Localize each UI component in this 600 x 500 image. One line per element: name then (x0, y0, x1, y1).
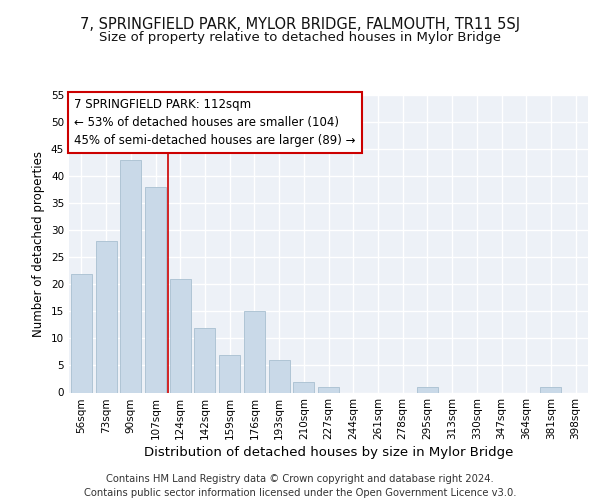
Bar (194, 328, 215, 392)
Bar (120, 160, 141, 392)
Bar (219, 354, 240, 393)
Text: Size of property relative to detached houses in Mylor Bridge: Size of property relative to detached ho… (99, 31, 501, 44)
Text: 7 SPRINGFIELD PARK: 112sqm
← 53% of detached houses are smaller (104)
45% of sem: 7 SPRINGFIELD PARK: 112sqm ← 53% of deta… (74, 98, 356, 147)
X-axis label: Distribution of detached houses by size in Mylor Bridge: Distribution of detached houses by size … (144, 446, 513, 460)
Bar (269, 360, 290, 392)
Bar (417, 387, 438, 392)
Bar (95, 241, 116, 392)
Bar (170, 279, 191, 392)
Bar (244, 312, 265, 392)
Bar (71, 274, 92, 392)
Bar (318, 387, 339, 392)
Y-axis label: Number of detached properties: Number of detached properties (32, 151, 46, 337)
Bar (293, 382, 314, 392)
Text: Contains HM Land Registry data © Crown copyright and database right 2024.
Contai: Contains HM Land Registry data © Crown c… (84, 474, 516, 498)
Bar (145, 187, 166, 392)
Text: 7, SPRINGFIELD PARK, MYLOR BRIDGE, FALMOUTH, TR11 5SJ: 7, SPRINGFIELD PARK, MYLOR BRIDGE, FALMO… (80, 18, 520, 32)
Bar (541, 387, 562, 392)
